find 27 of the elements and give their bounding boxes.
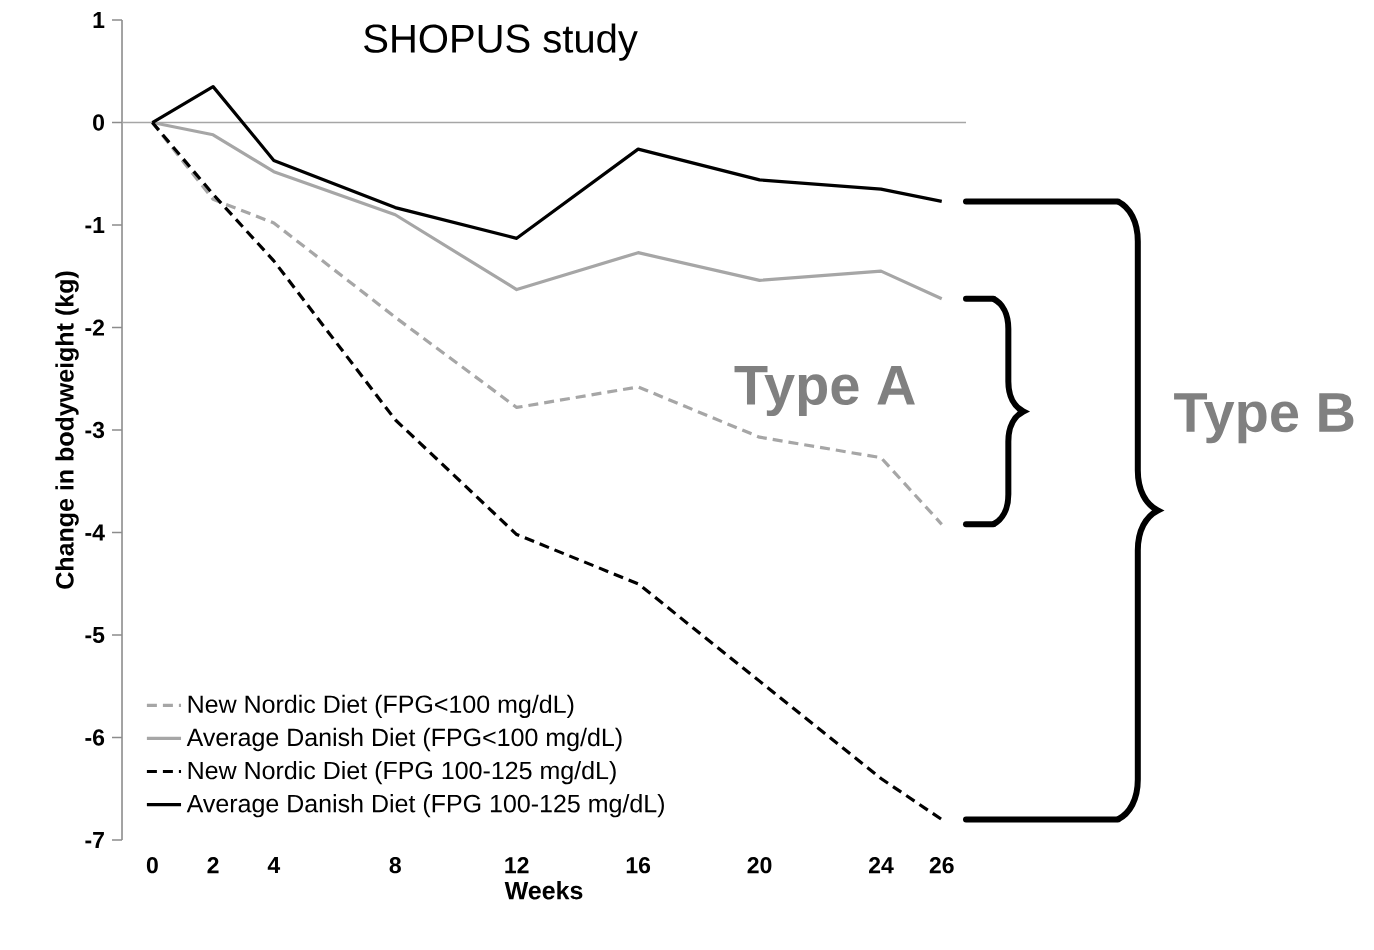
y-tick-label: 0 [93, 114, 105, 131]
legend-label: Average Danish Diet (FPG 100-125 mg/dL) [186, 794, 664, 818]
y-tick-label: 1 [93, 12, 105, 28]
legend-label: Average Danish Diet (FPG<100 mg/dL) [186, 727, 622, 752]
y-tick-label: -1 [85, 217, 105, 233]
x-axis-title: Weeks [504, 881, 583, 900]
y-tick-label: -4 [85, 524, 105, 541]
x-tick-label: 16 [626, 857, 651, 874]
y-tick-label: -2 [85, 319, 105, 336]
legend-label: New Nordic Diet (FPG<100 mg/dL) [188, 694, 574, 719]
legend-label: New Nordic Diet (FPG 100-125 mg/dL) [188, 760, 616, 785]
x-tick-label: 26 [929, 857, 954, 874]
y-tick-label: -5 [85, 626, 105, 644]
x-tick-label: 24 [869, 857, 894, 874]
y-tick-label: -7 [85, 832, 104, 848]
y-axis-title: Change in bodyweight (kg) [55, 271, 79, 589]
x-tick-label: 12 [505, 857, 529, 874]
y-tick-label: -3 [85, 421, 105, 439]
x-tick-label: 4 [267, 857, 281, 873]
x-tick-label: 2 [207, 857, 219, 874]
chart-title: SHOPUS study [364, 23, 638, 61]
annotation: Type A [734, 365, 915, 417]
y-tick-label: -6 [85, 729, 105, 746]
x-tick-label: 8 [389, 857, 401, 874]
x-tick-label: 0 [146, 857, 158, 874]
text: Type B [1174, 393, 1354, 444]
x-tick-label: 20 [747, 857, 772, 874]
